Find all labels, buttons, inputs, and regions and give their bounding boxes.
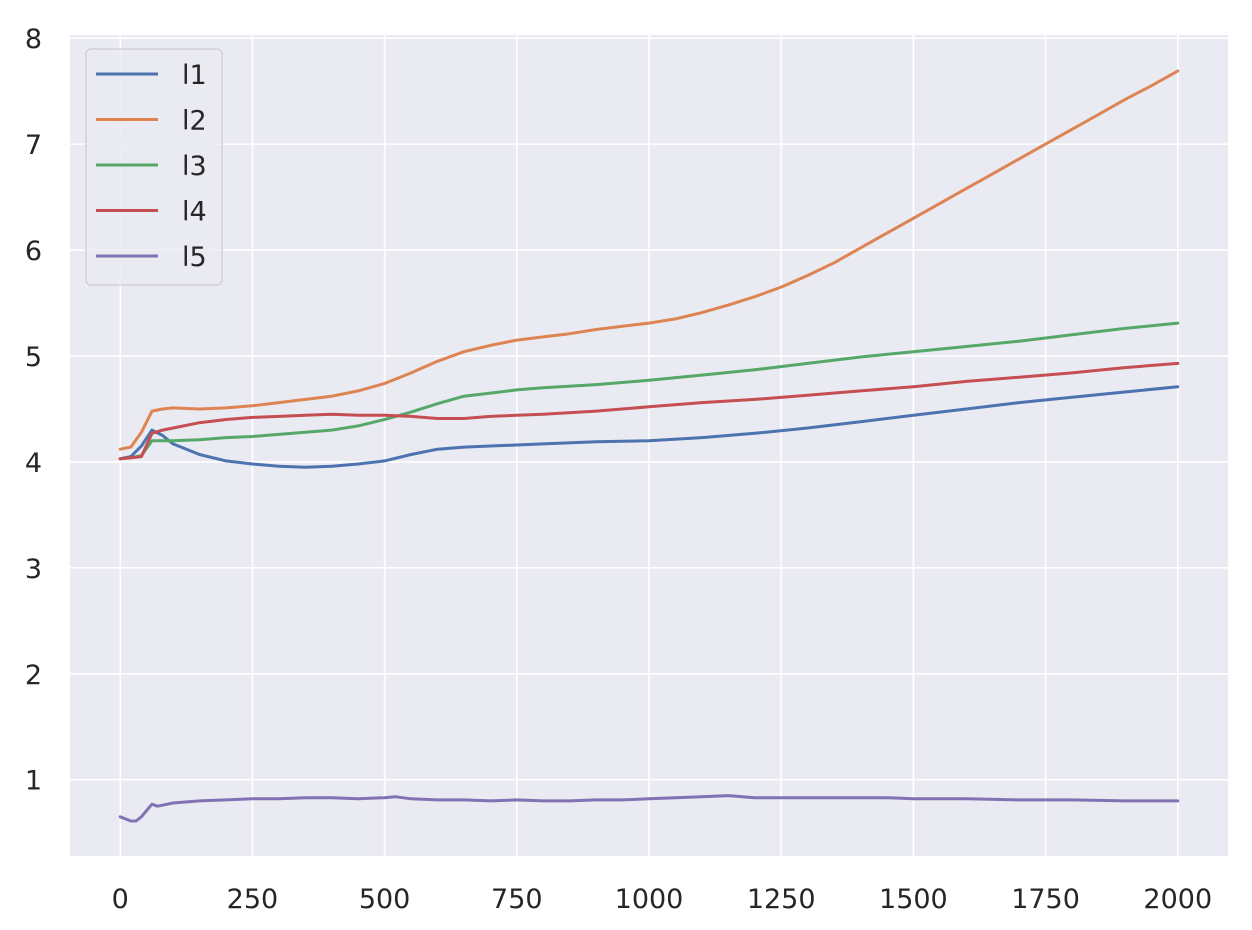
y-tick-label: 6 xyxy=(25,236,42,267)
x-tick-label: 2000 xyxy=(1143,884,1212,915)
legend-label-l2: l2 xyxy=(182,106,207,137)
series-line-l1 xyxy=(118,385,1180,469)
x-tick-label: 500 xyxy=(359,884,411,915)
y-tick-label: 1 xyxy=(25,766,42,797)
series-line-l3 xyxy=(118,321,1180,461)
legend-label-l3: l3 xyxy=(182,151,207,182)
x-tick-label: 0 xyxy=(112,884,129,915)
series-lines xyxy=(118,69,1180,823)
y-tick-label: 2 xyxy=(25,660,42,691)
legend-box xyxy=(85,48,223,286)
y-tick-label: 4 xyxy=(25,448,42,479)
y-tick-label: 7 xyxy=(25,130,42,161)
series-line-l4 xyxy=(118,361,1180,461)
x-tick-label: 1000 xyxy=(615,884,684,915)
x-tick-label: 750 xyxy=(491,884,543,915)
x-tick-label: 250 xyxy=(227,884,279,915)
series-line-l5 xyxy=(118,794,1180,823)
x-tick-label: 1750 xyxy=(1011,884,1080,915)
grid xyxy=(70,35,1228,856)
y-tick-label: 8 xyxy=(25,24,42,55)
x-tick-label: 1500 xyxy=(879,884,948,915)
legend-label-l5: l5 xyxy=(182,242,207,273)
x-tick-label: 1250 xyxy=(747,884,816,915)
legend-label-l1: l1 xyxy=(182,60,207,91)
axis-ticks: 0 250 500 750 1000 1250 1500 1750 2000 1 2 3 4 5 6 7 8 xyxy=(25,24,1212,915)
legend-label-l4: l4 xyxy=(182,197,207,228)
y-tick-label: 3 xyxy=(25,554,42,585)
legend: l1 l2 l3 l4 l5 xyxy=(85,48,223,286)
series-line-l2 xyxy=(118,69,1180,451)
y-tick-label: 5 xyxy=(25,342,42,373)
